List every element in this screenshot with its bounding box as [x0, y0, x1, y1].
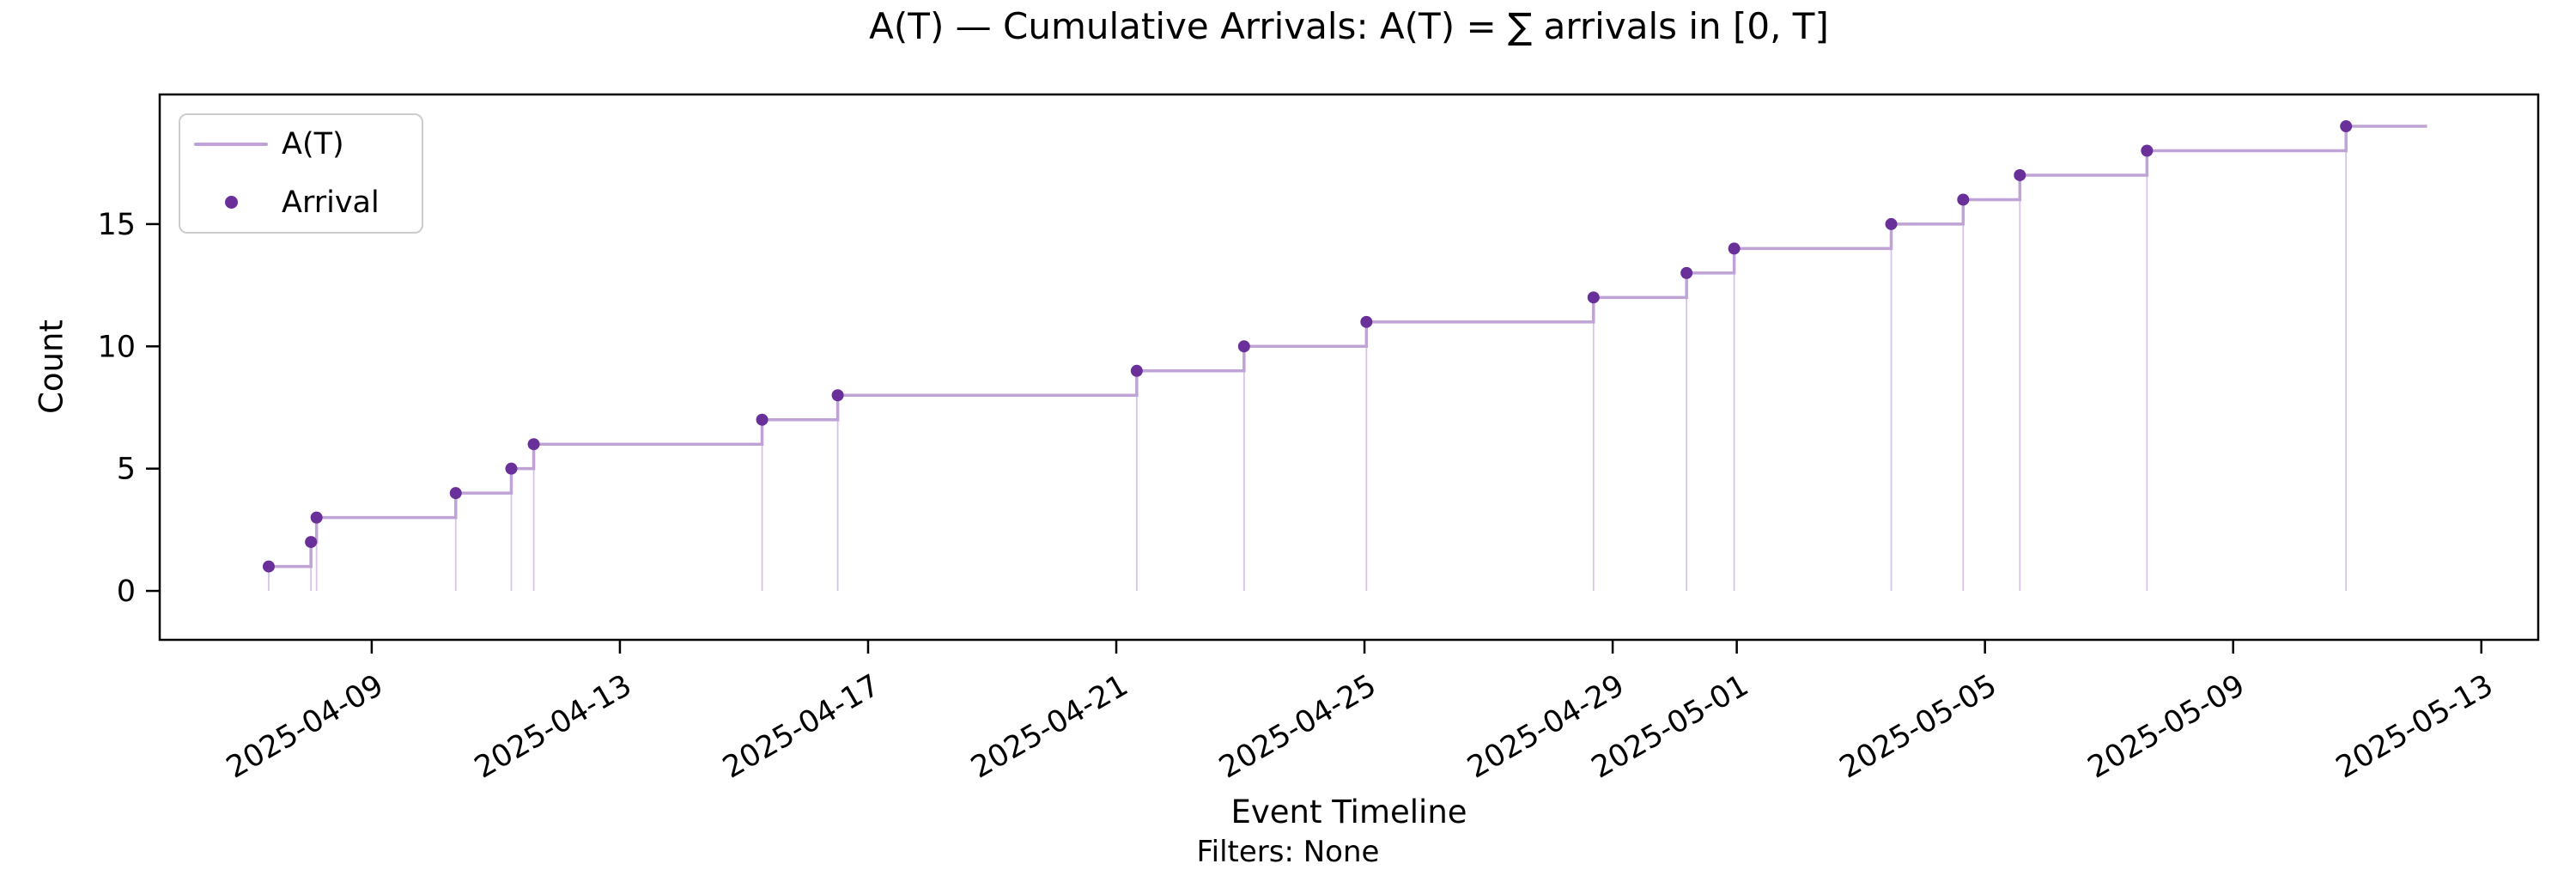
arrival-dot [1587, 291, 1600, 304]
axes-spines [158, 93, 2540, 642]
y-tick-label: 0 [117, 575, 136, 609]
legend-dot-swatch [180, 196, 282, 210]
x-axis-label: Event Timeline [1230, 794, 1467, 830]
arrival-dot [2014, 168, 2026, 181]
arrival-dot [262, 560, 275, 573]
y-axis-label: Count [33, 319, 70, 414]
x-tick-label: 2025-04-25 [1213, 668, 1382, 785]
chart-title: A(T) — Cumulative Arrivals: A(T) = ∑ arr… [869, 5, 1829, 47]
arrival-dot [527, 438, 540, 451]
arrival-dot [1130, 364, 1143, 377]
legend-item-arrival: Arrival [180, 174, 422, 231]
arrival-dot [2141, 144, 2154, 157]
y-tick-label: 5 [117, 453, 136, 487]
arrival-dot [756, 413, 769, 426]
x-tick-label: 2025-04-09 [221, 668, 389, 785]
legend-label-arrival: Arrival [282, 185, 380, 220]
arrival-dot [305, 536, 318, 549]
x-tick-label: 2025-05-09 [2082, 668, 2251, 785]
arrival-dot [1680, 266, 1693, 279]
arrival-dot [1360, 315, 1373, 328]
x-tick-label: 2025-05-13 [2330, 668, 2499, 785]
arrival-dot [310, 511, 323, 524]
arrival-dot [1957, 193, 1970, 206]
filters-caption: Filters: None [1196, 835, 1380, 869]
x-tick-label: 2025-05-05 [1834, 668, 2002, 785]
x-tick-label: 2025-04-17 [717, 668, 885, 785]
legend-item-at: A(T) [180, 116, 422, 173]
step-line [268, 125, 2427, 569]
arrival-dot [1728, 242, 1741, 255]
y-tick-label: 10 [97, 330, 136, 364]
arrival-dot [831, 389, 844, 402]
legend-line-swatch [180, 143, 282, 147]
y-tick-label: 15 [97, 208, 136, 242]
x-tick-label: 2025-04-13 [469, 668, 637, 785]
step-line-sample-icon [194, 143, 268, 147]
x-tick-label: 2025-04-21 [965, 668, 1133, 785]
arrival-dot [2340, 120, 2353, 133]
legend: A(T) Arrival [179, 113, 423, 234]
legend-label-at: A(T) [282, 127, 344, 162]
arrival-dot [1885, 217, 1898, 230]
arrival-dot [505, 462, 518, 475]
arrival-dot [449, 487, 462, 500]
arrival-dot [1237, 340, 1250, 353]
arrival-dot-sample-icon [224, 196, 238, 210]
